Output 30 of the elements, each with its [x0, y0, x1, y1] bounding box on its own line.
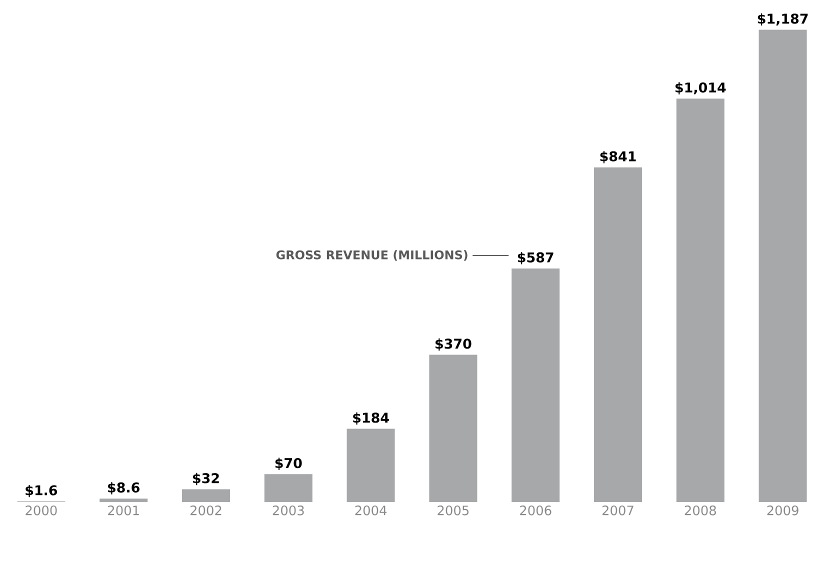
data-label: $370 — [436, 338, 472, 351]
data-label: $184 — [353, 412, 389, 425]
bar — [512, 268, 560, 502]
bar — [429, 354, 478, 502]
data-label: $587 — [518, 252, 554, 264]
data-label: $1,014 — [676, 82, 726, 94]
x-tick-label: 2005 — [438, 506, 469, 516]
bar — [100, 498, 148, 502]
data-label: $1.6 — [26, 484, 58, 498]
x-tick-label: 2006 — [520, 506, 552, 516]
data-label: $841 — [600, 151, 636, 164]
x-tick-label: 2002 — [190, 506, 222, 516]
x-tick-label: 2003 — [272, 506, 304, 516]
x-tick-label: 2000 — [26, 506, 57, 516]
data-label: $1,187 — [758, 13, 808, 26]
annotation: GROSS REVENUE (MILLIONS) — [276, 250, 468, 261]
x-tick-label: 2007 — [602, 506, 634, 516]
data-label: $32 — [193, 472, 219, 486]
bar — [182, 489, 230, 502]
bar — [264, 474, 312, 502]
bar — [594, 167, 642, 502]
data-label: $8.6 — [108, 482, 140, 494]
x-tick-label: 2009 — [767, 506, 798, 516]
x-tick-label: 2008 — [684, 506, 716, 516]
bar — [676, 98, 724, 502]
bar — [758, 30, 807, 502]
data-label: $70 — [275, 458, 302, 470]
bar — [346, 428, 395, 502]
x-tick-label: 2004 — [355, 506, 387, 516]
x-tick-label: 2001 — [108, 506, 139, 516]
